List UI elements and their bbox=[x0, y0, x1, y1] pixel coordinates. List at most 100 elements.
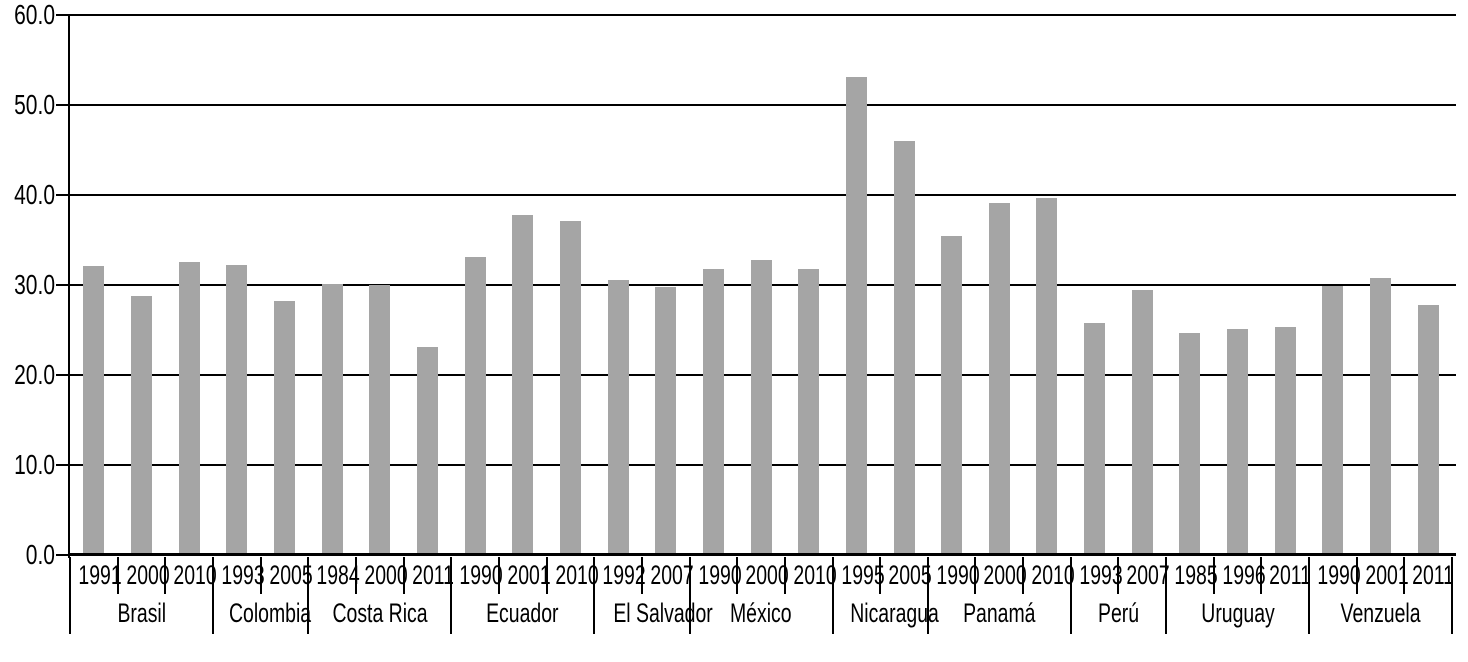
country-label-text: México bbox=[730, 598, 792, 628]
year-label-text: 2001 bbox=[1365, 560, 1409, 590]
bar bbox=[512, 215, 534, 553]
bar bbox=[273, 301, 295, 553]
year-separator bbox=[1117, 557, 1120, 594]
country-label: Perú bbox=[1071, 594, 1166, 634]
country-label-text: Uruguay bbox=[1200, 598, 1275, 628]
bar bbox=[1227, 329, 1249, 553]
year-label: 1996 bbox=[1214, 557, 1265, 594]
y-axis-label: 40.0 bbox=[14, 179, 55, 210]
year-label: 2005 bbox=[880, 557, 932, 594]
country-label: Costa Rica bbox=[308, 594, 451, 634]
year-label: 2000 bbox=[118, 557, 170, 594]
year-label-text: 1984 bbox=[316, 560, 360, 590]
group-separator bbox=[688, 557, 691, 634]
year-label: 1990 bbox=[1309, 557, 1361, 594]
bar bbox=[1084, 323, 1106, 553]
year-separator bbox=[736, 557, 739, 594]
year-label-text: 2000 bbox=[126, 560, 170, 590]
bar bbox=[1179, 333, 1201, 553]
country-label: Uruguay bbox=[1166, 594, 1309, 634]
gridline bbox=[69, 194, 1456, 196]
bar bbox=[607, 280, 629, 553]
bar bbox=[655, 287, 677, 553]
country-label: Venzuela bbox=[1309, 594, 1452, 634]
bar bbox=[464, 257, 486, 553]
year-separator bbox=[640, 557, 643, 594]
year-separator bbox=[116, 557, 119, 594]
country-label: Colombia bbox=[213, 594, 311, 634]
year-label-text: 2000 bbox=[364, 560, 408, 590]
y-axis-tick bbox=[56, 284, 69, 286]
country-label-text: Venzuela bbox=[1340, 598, 1421, 628]
year-label: 2007 bbox=[1118, 557, 1170, 594]
country-label: El Salvador bbox=[594, 594, 713, 634]
year-label: 2010 bbox=[1023, 557, 1075, 594]
year-label-text: 1992 bbox=[602, 560, 646, 590]
y-axis-label: 20.0 bbox=[14, 359, 55, 390]
year-label-text: 2010 bbox=[173, 560, 217, 590]
year-separator bbox=[545, 557, 548, 594]
year-label-text: 1985 bbox=[1174, 560, 1218, 590]
year-label-text: 2011 bbox=[1269, 560, 1312, 590]
year-label-text: 2005 bbox=[269, 560, 313, 590]
group-separator bbox=[926, 557, 929, 634]
country-label-text: Costa Rica bbox=[332, 598, 428, 628]
year-label: 2011 bbox=[1261, 557, 1312, 594]
y-axis-label: 10.0 bbox=[14, 449, 55, 480]
group-separator bbox=[1069, 557, 1072, 634]
year-label: 2007 bbox=[642, 557, 694, 594]
year-label: 2010 bbox=[547, 557, 598, 594]
x-axis-line bbox=[68, 553, 1456, 556]
group-separator bbox=[450, 557, 453, 634]
year-label: 2000 bbox=[737, 557, 789, 594]
year-separator bbox=[974, 557, 977, 594]
year-separator bbox=[402, 557, 405, 594]
year-separator bbox=[497, 557, 500, 594]
bar bbox=[941, 236, 963, 553]
bar bbox=[750, 260, 772, 553]
year-separator bbox=[1212, 557, 1215, 594]
category-axis-right-edge bbox=[1451, 557, 1453, 634]
year-separator bbox=[879, 557, 882, 594]
year-label: 2001 bbox=[1357, 557, 1409, 594]
y-axis-tick bbox=[56, 14, 69, 16]
year-label-text: 1990 bbox=[1317, 560, 1361, 590]
year-label: 1992 bbox=[594, 557, 646, 594]
year-label-text: 1991 bbox=[78, 560, 122, 590]
group-separator bbox=[212, 557, 214, 634]
year-label: 2010 bbox=[165, 557, 217, 594]
year-label: 1990 bbox=[690, 557, 741, 594]
y-axis-tick bbox=[56, 194, 69, 196]
year-label: 2011 bbox=[1404, 557, 1455, 594]
year-label: 1990 bbox=[451, 557, 503, 594]
group-separator bbox=[831, 557, 834, 634]
y-axis-label: 50.0 bbox=[14, 89, 55, 120]
year-label: 2011 bbox=[404, 557, 454, 594]
year-label: 2010 bbox=[785, 557, 836, 594]
bar bbox=[369, 285, 391, 553]
year-separator bbox=[1022, 557, 1025, 594]
year-separator bbox=[783, 557, 786, 594]
bar bbox=[131, 296, 152, 553]
bar bbox=[1131, 290, 1153, 553]
year-label: 1995 bbox=[833, 557, 885, 594]
category-axis-left-edge bbox=[69, 557, 71, 634]
country-label: México bbox=[690, 594, 833, 634]
group-separator bbox=[1308, 557, 1310, 634]
y-axis-tick bbox=[56, 554, 69, 556]
year-label: 2005 bbox=[261, 557, 313, 594]
bar bbox=[988, 203, 1010, 553]
year-separator bbox=[1355, 557, 1358, 594]
year-label: 1993 bbox=[1071, 557, 1122, 594]
year-label-text: 2000 bbox=[745, 560, 789, 590]
year-label: 2000 bbox=[356, 557, 408, 594]
year-label-text: 1990 bbox=[459, 560, 503, 590]
year-label-text: 1995 bbox=[840, 560, 885, 590]
year-label-text: 2011 bbox=[1412, 560, 1455, 590]
bar bbox=[1036, 198, 1058, 553]
group-separator bbox=[1165, 557, 1168, 634]
year-label-text: 2007 bbox=[650, 560, 694, 590]
year-label: 2001 bbox=[499, 557, 550, 594]
year-label: 2000 bbox=[975, 557, 1027, 594]
